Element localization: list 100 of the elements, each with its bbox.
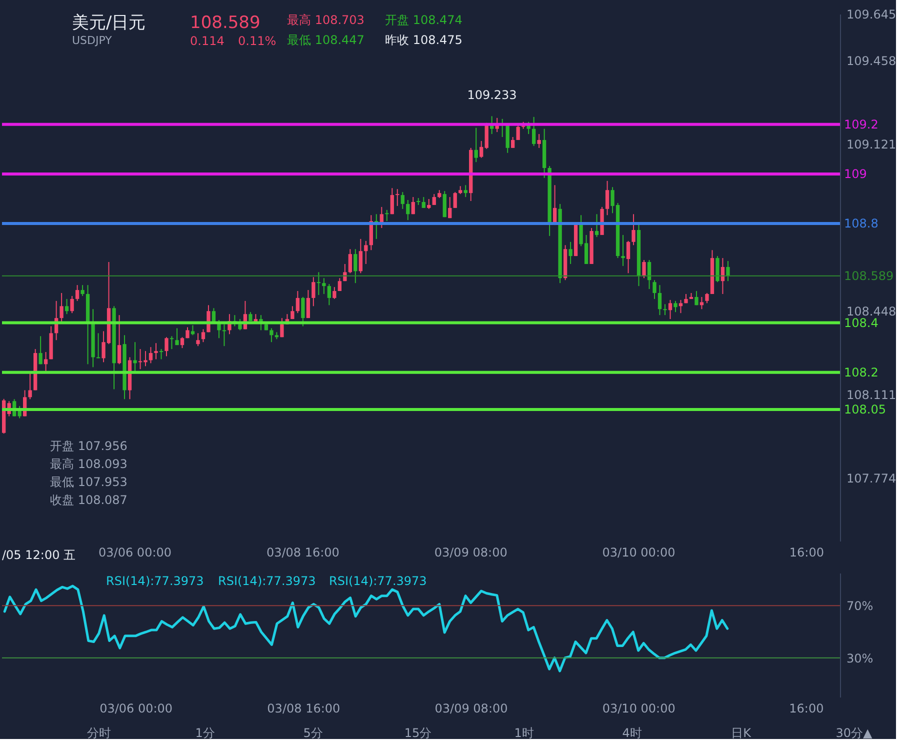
candlestick	[453, 192, 457, 208]
candlestick	[506, 123, 510, 154]
candlestick	[422, 196, 426, 208]
candlestick	[632, 214, 636, 246]
annotation: 最高 108.093	[50, 457, 128, 471]
candlestick	[327, 284, 332, 306]
annotation: 0.11%	[238, 34, 276, 48]
candlestick	[442, 190, 446, 218]
candlestick	[358, 238, 362, 274]
candlestick	[621, 234, 625, 266]
candlestick	[674, 300, 678, 313]
y-tick-label: 108.111	[846, 388, 896, 402]
candlestick	[96, 332, 100, 359]
candlestick	[306, 290, 310, 319]
y-tick-label: 109.458	[846, 54, 896, 68]
candlestick	[626, 240, 630, 274]
annotation: 昨收 108.475	[385, 33, 462, 47]
text: 分时	[87, 726, 111, 740]
text: 1时	[514, 726, 534, 740]
candlestick	[196, 332, 200, 347]
candlestick	[532, 116, 536, 146]
ref-line-label: 109	[844, 166, 867, 181]
y-tick-label: 109.645	[846, 8, 896, 22]
x-tick-label: 03/10 00:00	[602, 546, 676, 560]
candlestick	[390, 188, 394, 215]
candlestick	[694, 290, 698, 306]
candlestick	[164, 336, 168, 357]
text: 5分	[303, 726, 323, 740]
candlestick	[343, 263, 347, 282]
candlestick	[180, 336, 184, 349]
candlestick	[594, 214, 599, 238]
candlestick	[652, 280, 656, 300]
candlestick	[411, 196, 415, 215]
x-tick-label: 03/09 08:00	[434, 546, 508, 560]
text: 4时	[622, 726, 642, 740]
x-tick-label: 03/10 00:00	[602, 702, 676, 716]
candlestick	[396, 188, 400, 206]
candlestick	[400, 192, 404, 210]
y-tick-label: 70%	[846, 599, 874, 614]
candlestick	[406, 200, 410, 221]
candlestick	[668, 299, 672, 320]
candlestick	[568, 241, 572, 264]
candlestick	[448, 196, 452, 219]
annotation: 开盘 108.474	[385, 13, 462, 27]
text: 30分▲	[836, 726, 874, 740]
y-tick-label: 109.121	[846, 137, 896, 152]
candlestick	[148, 346, 153, 364]
text: /05 12:00 五	[2, 548, 76, 562]
series-label: RSI(14):77.3973	[106, 574, 204, 588]
text: 日K	[731, 726, 752, 740]
y-tick-label: 107.774	[846, 472, 896, 486]
candlestick	[700, 296, 704, 310]
candlestick	[726, 260, 730, 282]
candlestick	[190, 324, 195, 336]
candlestick	[663, 304, 667, 316]
candlestick	[316, 272, 321, 296]
candlestick	[70, 295, 74, 314]
candlestick	[154, 342, 158, 360]
candlestick	[332, 286, 336, 300]
candlestick	[75, 284, 80, 302]
candlestick	[432, 194, 436, 206]
candlestick	[480, 140, 484, 158]
ref-line-label: 108.05	[844, 402, 886, 417]
candlestick	[170, 336, 174, 350]
text: 15分	[404, 726, 432, 740]
annotation: 收盘 108.087	[50, 493, 128, 507]
candlestick	[259, 314, 263, 331]
annotation: 108.589	[190, 13, 260, 33]
candlestick	[338, 278, 342, 292]
candlestick	[605, 180, 610, 216]
candlestick	[678, 299, 683, 314]
candlestick	[175, 328, 179, 346]
candlestick	[364, 240, 368, 264]
x-tick-label: 03/06 00:00	[98, 546, 172, 560]
text: 1分	[195, 726, 215, 740]
candlestick	[474, 127, 478, 163]
candlestick	[464, 184, 468, 198]
annotation: RSI(14):77.3973	[329, 574, 427, 588]
x-tick-label: 03/08 16:00	[267, 702, 340, 716]
candlestick	[38, 336, 42, 365]
x-tick-label: 03/09 08:00	[434, 702, 508, 716]
candlestick	[296, 290, 300, 314]
y-tick-label: 30%	[846, 651, 874, 666]
candlestick	[64, 298, 69, 315]
candlestick	[322, 278, 326, 294]
y-tick-label: 108.448	[846, 304, 896, 318]
chart-title: 美元/日元	[72, 13, 146, 33]
annotation: 最低 107.953	[50, 475, 128, 489]
ref-line-label: 108.589	[844, 268, 894, 283]
annotation: 109.233	[467, 88, 517, 102]
candlestick	[716, 256, 720, 283]
candlestick	[510, 136, 515, 148]
candlestick	[117, 314, 122, 365]
candlestick	[348, 248, 352, 274]
annotation: 0.114	[190, 34, 224, 48]
candlestick	[301, 296, 305, 327]
candlestick	[270, 328, 274, 343]
x-tick-label: 03/06 00:00	[100, 702, 173, 716]
candlestick	[427, 198, 431, 210]
candlestick	[516, 123, 520, 140]
